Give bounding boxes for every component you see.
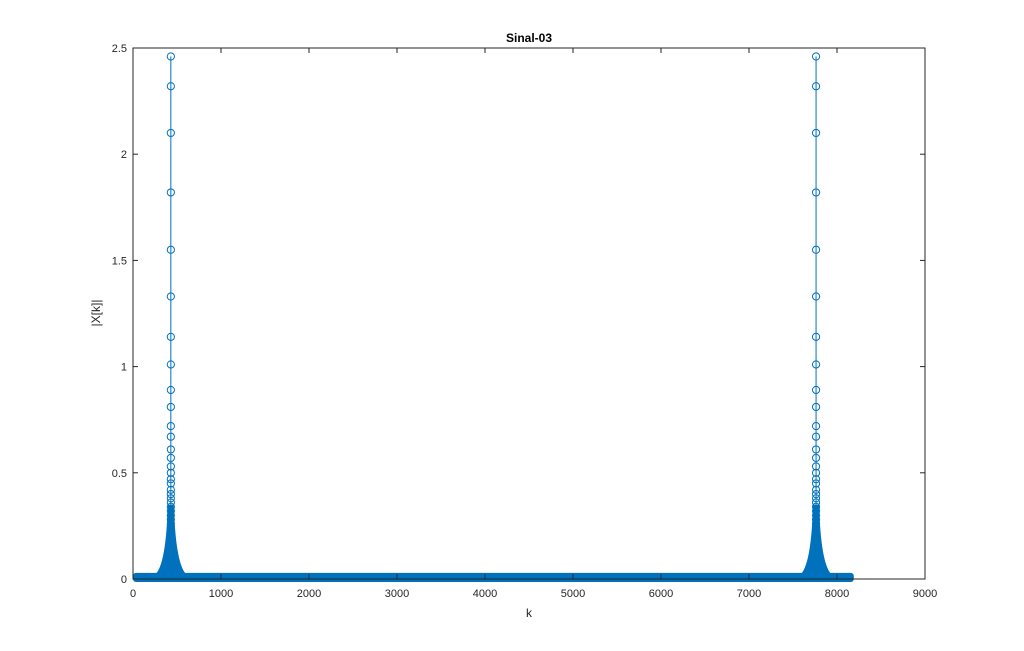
stem-marker [811, 52, 821, 61]
y-tick-label: 0 [121, 574, 127, 586]
x-tick-label: 8000 [825, 588, 849, 600]
stem-marker [166, 402, 175, 412]
stem-marker [166, 502, 175, 511]
stem-marker [166, 485, 175, 494]
stem-marker [166, 528, 175, 537]
x-tick-label: 3000 [385, 588, 409, 600]
stem-marker [811, 475, 821, 484]
stem-marker [166, 462, 175, 471]
stem-marker [166, 475, 175, 484]
stem-marker [811, 245, 821, 254]
stem-marker [811, 506, 821, 516]
stem-marker [811, 489, 821, 499]
stem-marker [166, 332, 175, 341]
stem-marker [811, 511, 821, 520]
stem-marker [811, 292, 821, 301]
stem-marker [166, 489, 175, 499]
stem-marker [811, 128, 821, 138]
y-tick-label: 1 [121, 362, 127, 374]
stem-marker [811, 532, 821, 541]
plot-area-box [132, 47, 926, 580]
stem-marker [166, 511, 175, 520]
y-tick-label: 2.5 [112, 43, 127, 55]
y-tick-label: 1.5 [112, 255, 127, 267]
y-tick-label: 0.5 [112, 468, 127, 480]
stem-marker [166, 128, 175, 138]
x-tick-label: 4000 [473, 588, 497, 600]
x-axis-label: k [526, 606, 533, 620]
stem-marker [166, 494, 175, 503]
stem-marker [166, 52, 175, 61]
stem-marker [811, 468, 821, 477]
stem-marker [166, 82, 175, 91]
stem-marker [166, 523, 175, 533]
stem-marker [166, 506, 175, 516]
stem-marker [166, 245, 175, 254]
x-tick-label: 6000 [649, 588, 673, 600]
stem-marker [166, 188, 175, 197]
stem-marker [166, 498, 175, 507]
baseline-markers-band [133, 572, 854, 582]
y-axis-ticks: 0 0.5 1 1.5 2 2.5 [112, 43, 925, 586]
stem-marker [811, 502, 821, 511]
x-tick-label: 5000 [561, 588, 585, 600]
stem-marker [811, 332, 821, 341]
stem-marker [811, 462, 821, 471]
y-tick-label: 2 [121, 149, 127, 161]
x-tick-label: 0 [130, 588, 136, 600]
chart-title: Sinal-03 [506, 31, 552, 45]
stem-marker [811, 188, 821, 197]
stem-marker [811, 528, 821, 537]
stem-marker [166, 515, 175, 524]
stem-marker [811, 515, 821, 524]
stem-marker [811, 485, 821, 494]
stem-marker [166, 445, 175, 454]
x-tick-label: 2000 [297, 588, 321, 600]
x-tick-label: 9000 [913, 588, 937, 600]
stem-marker [811, 385, 821, 395]
stem-marker [166, 432, 175, 441]
x-tick-label: 1000 [209, 588, 233, 600]
stem-marker [166, 385, 175, 395]
stem-marker [811, 432, 821, 441]
stem-marker [166, 421, 175, 431]
stem-marker [811, 519, 821, 528]
stem-marker [811, 82, 821, 91]
stem-marker [166, 468, 175, 477]
stem-marker [811, 421, 821, 431]
stem-marker [811, 479, 821, 488]
stem-marker [166, 479, 175, 488]
stem-marker [166, 519, 175, 528]
x-tick-label: 7000 [737, 588, 761, 600]
stem-marker [811, 402, 821, 412]
stem-marker [811, 523, 821, 533]
plot-area-background [133, 48, 925, 579]
stem-marker [166, 453, 175, 463]
chart-marks [133, 52, 854, 582]
stem-marker [166, 360, 175, 369]
stem-marker [811, 498, 821, 507]
y-axis-label: |X[k]| [89, 300, 103, 327]
stem-marker [811, 445, 821, 454]
stem-marker [811, 453, 821, 463]
x-axis-ticks: 0 1000 2000 3000 4000 5000 6000 7000 8000 9000 [130, 48, 937, 600]
stem-marker [811, 360, 821, 369]
stem-marker [811, 494, 821, 503]
stem-marker [166, 292, 175, 301]
stem-marker [166, 532, 175, 541]
